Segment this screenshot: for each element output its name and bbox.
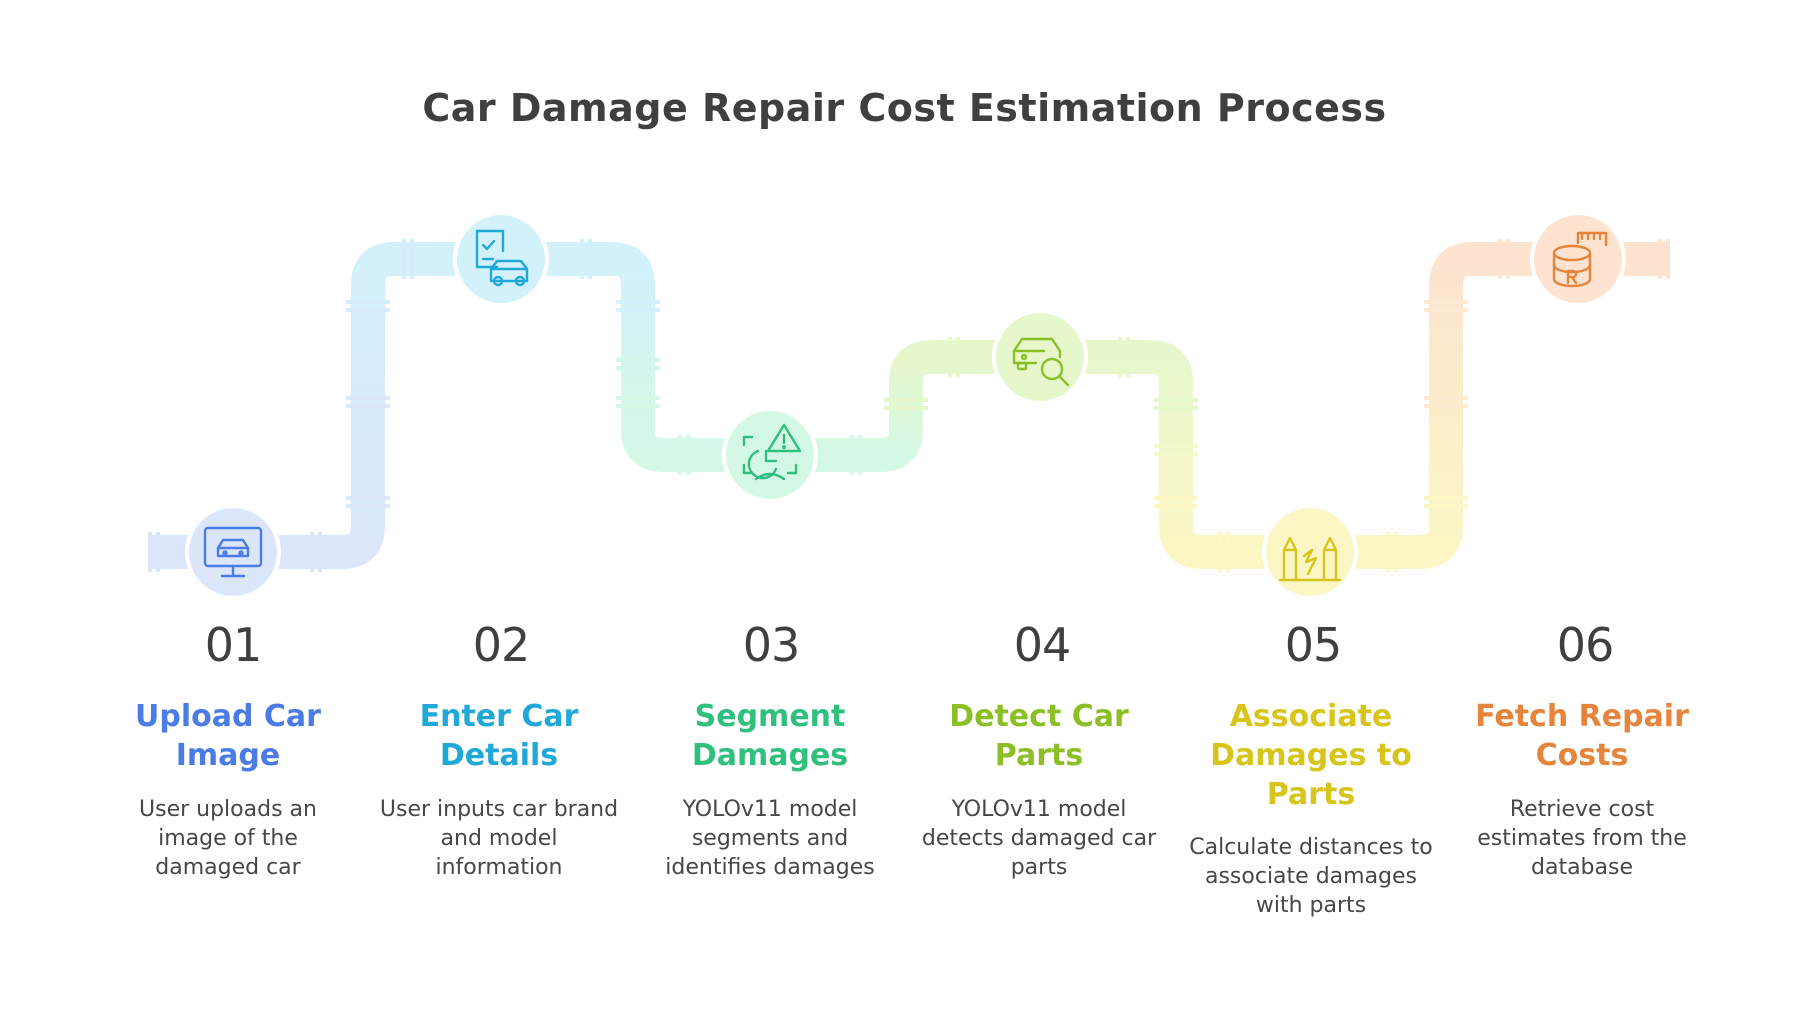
- step-2-node: [453, 211, 549, 307]
- step-1-node: [185, 504, 281, 600]
- step-3-description: YOLOv11 model segments and identifies da…: [665, 797, 875, 880]
- diagram-title: Car Damage Repair Cost Estimation Proces…: [422, 86, 1387, 130]
- database-cost-icon: [1552, 231, 1608, 288]
- step-6-node: [1530, 211, 1626, 307]
- step-3-title: Segment Damages: [691, 699, 849, 773]
- pipe-flanges: [148, 239, 1670, 572]
- pipe-segment-2: [545, 242, 770, 472]
- segment-warning-icon: [742, 423, 802, 481]
- pipe-segment-5: [1350, 242, 1668, 569]
- step-1-title: Upload Car Image: [135, 699, 321, 773]
- monitor-car-icon: [203, 526, 263, 578]
- step-2-title: Enter Car Details: [419, 699, 579, 773]
- step-5-node: [1262, 504, 1358, 600]
- step-5-number: 05: [1284, 618, 1343, 672]
- step-4-node: [992, 309, 1088, 405]
- car-search-icon: [1012, 337, 1070, 387]
- step-3-number: 03: [742, 618, 801, 672]
- step-1-description: User uploads an image of the damaged car: [139, 797, 317, 880]
- step-1-number: 01: [204, 618, 263, 672]
- step-5-description: Calculate distances to associate damages…: [1189, 835, 1433, 918]
- step-4-number: 04: [1013, 618, 1072, 672]
- step-2-description: User inputs car brand and model informat…: [379, 797, 619, 880]
- step-4-title: Detect Car Parts: [949, 699, 1129, 773]
- step-6-title: Fetch Repair Costs: [1475, 699, 1689, 773]
- step-6-number: 06: [1556, 618, 1615, 672]
- step-5-title: Associate Damages to Parts: [1210, 699, 1412, 812]
- step-6-description: Retrieve cost estimates from the databas…: [1477, 797, 1687, 880]
- step-4-description: YOLOv11 model detects damaged car parts: [921, 797, 1157, 880]
- damage-link-icon: [1278, 536, 1342, 582]
- pipe-segment-1: [150, 242, 495, 569]
- form-car-icon: [475, 229, 529, 287]
- step-2-number: 02: [472, 618, 531, 672]
- step-3-node: [722, 407, 818, 503]
